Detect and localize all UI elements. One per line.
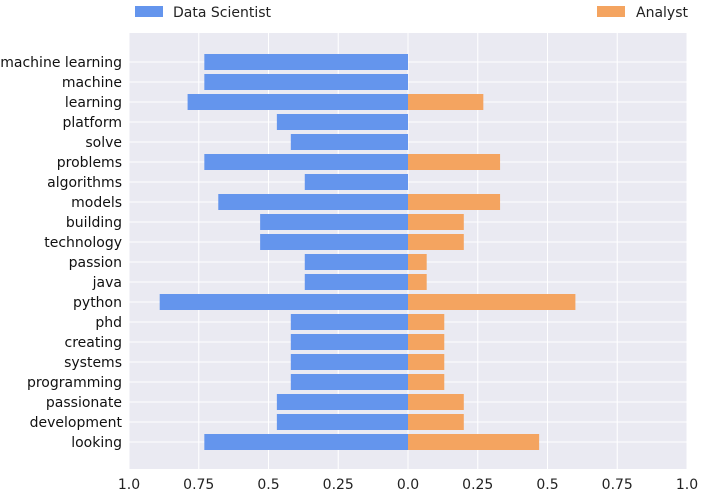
x-tick-label-7: 0.75 <box>602 477 633 493</box>
bar-analyst-passion <box>408 254 427 270</box>
x-tick-label-2: 0.5 <box>257 477 279 493</box>
y-tick-label-9: technology <box>44 235 122 251</box>
y-tick-label-10: passion <box>69 255 122 271</box>
legend-swatch-analyst <box>597 6 625 17</box>
bar-data-scientist-passion <box>304 254 408 270</box>
x-tick-label-8: 1.0 <box>676 477 698 493</box>
bar-data-scientist-platform <box>276 114 408 130</box>
bar-analyst-learning <box>408 94 484 110</box>
bar-data-scientist-systems <box>290 354 408 370</box>
y-tick-label-17: passionate <box>46 395 122 411</box>
bar-data-scientist-phd <box>290 314 408 330</box>
y-tick-label-8: building <box>66 215 122 231</box>
x-tick-label-4: 0.0 <box>397 477 419 493</box>
y-tick-label-15: systems <box>64 355 122 371</box>
bar-data-scientist-models <box>218 194 408 210</box>
y-tick-label-18: development <box>30 415 123 431</box>
x-tick-label-6: 0.5 <box>536 477 558 493</box>
bar-analyst-systems <box>408 354 445 370</box>
y-tick-label-12: python <box>73 295 122 311</box>
bar-analyst-java <box>408 274 427 290</box>
bar-analyst-looking <box>408 434 540 450</box>
bar-data-scientist-algorithms <box>304 174 408 190</box>
bar-data-scientist-creating <box>290 334 408 350</box>
bar-data-scientist-problems <box>204 154 408 170</box>
y-tick-label-19: looking <box>71 435 122 451</box>
x-tick-label-1: 0.75 <box>183 477 214 493</box>
bar-analyst-creating <box>408 334 445 350</box>
bar-data-scientist-solve <box>290 134 408 150</box>
legend-swatch-data-scientist <box>135 6 163 17</box>
bar-data-scientist-programming <box>290 374 408 390</box>
y-tick-label-4: solve <box>85 135 122 151</box>
y-tick-label-13: phd <box>95 315 122 331</box>
bar-analyst-phd <box>408 314 445 330</box>
y-tick-label-2: learning <box>65 95 122 111</box>
bar-data-scientist-technology <box>260 234 408 250</box>
bar-analyst-building <box>408 214 464 230</box>
bar-analyst-programming <box>408 374 445 390</box>
y-tick-label-0: machine learning <box>0 55 122 71</box>
y-tick-label-16: programming <box>27 375 122 391</box>
bar-data-scientist-learning <box>187 94 408 110</box>
bar-data-scientist-passionate <box>276 394 408 410</box>
bar-analyst-passionate <box>408 394 464 410</box>
bar-data-scientist-python <box>159 294 408 310</box>
y-tick-label-11: java <box>92 275 122 291</box>
bar-data-scientist-development <box>276 414 408 430</box>
x-tick-label-5: 0.25 <box>462 477 493 493</box>
y-tick-label-14: creating <box>65 335 122 351</box>
legend-label-data-scientist: Data Scientist <box>173 5 272 21</box>
bar-analyst-technology <box>408 234 464 250</box>
y-tick-label-3: platform <box>63 115 123 131</box>
bar-data-scientist-machine <box>204 74 408 90</box>
y-tick-label-5: problems <box>57 155 122 171</box>
bar-data-scientist-looking <box>204 434 408 450</box>
bar-data-scientist-java <box>304 274 408 290</box>
bar-analyst-models <box>408 194 501 210</box>
bar-analyst-python <box>408 294 576 310</box>
y-tick-label-7: models <box>71 195 122 211</box>
legend-label-analyst: Analyst <box>636 5 688 21</box>
y-tick-label-6: algorithms <box>47 175 122 191</box>
bar-analyst-development <box>408 414 464 430</box>
y-tick-label-1: machine <box>62 75 122 91</box>
x-tick-label-3: 0.25 <box>323 477 354 493</box>
bar-analyst-problems <box>408 154 501 170</box>
bar-data-scientist-building <box>260 214 408 230</box>
x-tick-label-0: 1.0 <box>118 477 140 493</box>
bar-data-scientist-machine-learning <box>204 54 408 70</box>
